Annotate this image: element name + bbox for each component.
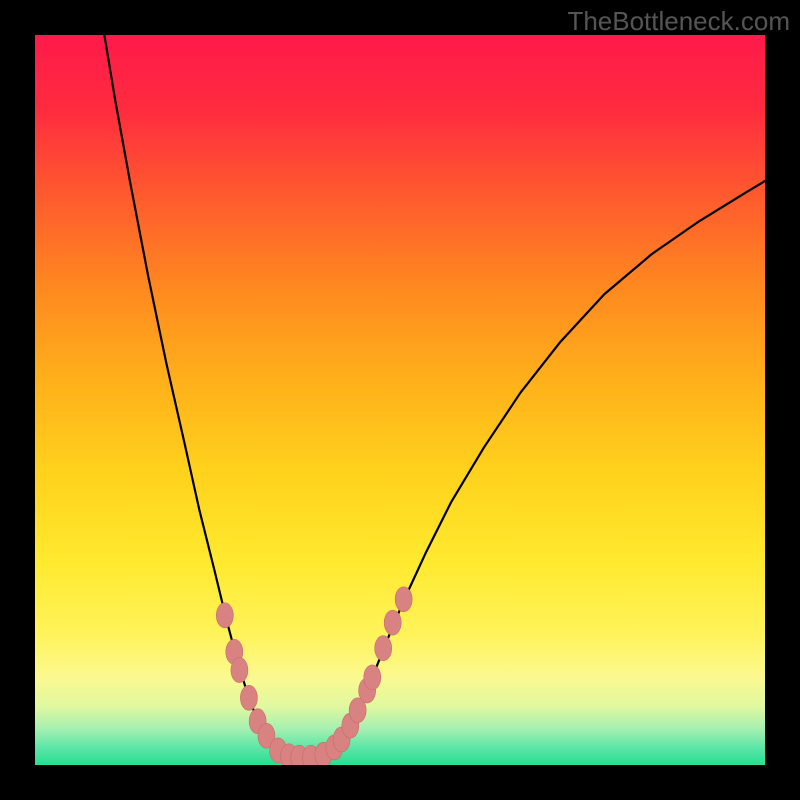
- watermark-label: TheBottleneck.com: [567, 6, 790, 37]
- plot-area: [35, 35, 765, 765]
- data-marker: [231, 658, 248, 683]
- data-marker: [375, 636, 392, 661]
- chart-svg: [35, 35, 765, 765]
- gradient-background: [35, 35, 765, 765]
- data-marker: [364, 665, 381, 690]
- data-marker: [384, 610, 401, 635]
- data-marker: [395, 587, 412, 612]
- data-marker: [216, 603, 233, 628]
- data-marker: [240, 685, 257, 710]
- chart-canvas: TheBottleneck.com: [0, 0, 800, 800]
